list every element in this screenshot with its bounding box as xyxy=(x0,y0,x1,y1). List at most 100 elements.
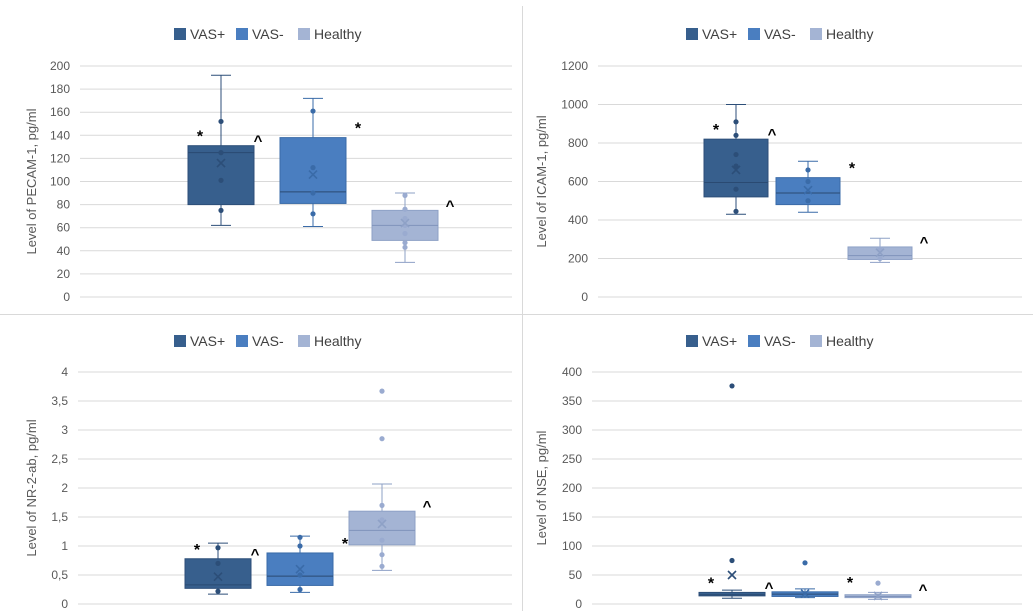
box-VAS+: * ^ xyxy=(703,104,777,215)
legend-label: VAS- xyxy=(764,333,796,349)
significance-annotation: ^ xyxy=(768,126,777,143)
chart-panel-3: 0 0,5 1 1,5 2 2,5 3 3,5 4 Level of NR-2-ab, pg/ml… xyxy=(24,333,512,611)
y-tick-label: 0 xyxy=(575,597,582,611)
mean-marker xyxy=(800,588,810,599)
mean-marker xyxy=(400,218,410,228)
y-axis-label: Level of ICAM-1, pg/ml xyxy=(534,115,549,247)
y-tick-label: 2 xyxy=(61,481,68,495)
legend-swatch xyxy=(298,335,310,347)
y-tick-label: 400 xyxy=(568,213,588,227)
y-tick-label: 1000 xyxy=(561,98,588,112)
data-point xyxy=(379,537,385,543)
y-tick-label: 3,5 xyxy=(51,394,68,408)
data-point xyxy=(875,580,881,586)
data-point xyxy=(402,206,408,212)
y-tick-label: 0,5 xyxy=(51,568,68,582)
data-point xyxy=(805,178,811,185)
significance-annotation: ^ xyxy=(446,197,455,214)
data-point xyxy=(218,207,224,213)
significance-annotation: ^ xyxy=(251,546,260,563)
y-tick-label: 1200 xyxy=(561,59,588,73)
significance-annotation: ^ xyxy=(920,234,929,251)
data-point xyxy=(729,557,735,564)
mean-marker xyxy=(873,591,883,601)
horizontal-divider xyxy=(0,314,1033,315)
data-point xyxy=(310,165,316,171)
significance-annotation: * xyxy=(355,121,362,138)
data-point xyxy=(215,588,221,594)
data-point xyxy=(310,108,316,114)
data-point xyxy=(379,502,385,508)
y-axis-label: Level of PECAM-1, pg/ml xyxy=(24,108,39,254)
legend-label: Healthy xyxy=(826,333,873,349)
y-tick-label: 60 xyxy=(57,221,71,235)
y-tick-label: 1,5 xyxy=(51,510,68,524)
data-point xyxy=(733,163,739,169)
mean-marker xyxy=(731,165,741,175)
significance-annotation: * xyxy=(194,542,201,559)
significance-annotation: * xyxy=(708,575,715,592)
y-tick-label: 600 xyxy=(568,175,588,189)
legend-swatch xyxy=(236,335,248,347)
data-point xyxy=(805,198,811,204)
box-Healthy: ^ xyxy=(371,192,455,263)
y-tick-label: 350 xyxy=(562,394,582,408)
box-VAS-: * xyxy=(775,161,856,213)
data-point xyxy=(402,244,408,250)
data-point xyxy=(310,211,316,217)
y-tick-label: 250 xyxy=(562,452,582,466)
y-tick-label: 4 xyxy=(61,365,68,379)
chart-panel-1: 0 20 40 60 80 100 120 140 160 180 200 Level of PECA… xyxy=(24,26,512,304)
y-tick-label: 3 xyxy=(61,423,68,437)
legend-swatch xyxy=(748,335,760,347)
box-Healthy: ^ xyxy=(348,388,432,571)
y-tick-label: 120 xyxy=(50,151,70,165)
significance-annotation: * xyxy=(713,122,720,139)
y-tick-label: 200 xyxy=(50,59,70,73)
data-point xyxy=(379,563,385,569)
y-tick-label: 1 xyxy=(61,539,68,553)
data-point xyxy=(877,255,883,262)
y-tick-label: 2,5 xyxy=(51,452,68,466)
y-tick-label: 800 xyxy=(568,136,588,150)
significance-annotation: ^ xyxy=(423,498,432,515)
legend-swatch xyxy=(810,28,822,40)
box-body xyxy=(187,145,255,206)
data-point xyxy=(297,572,303,578)
chart-panel-4: 0 50 100 150 200 250 300 350 400 Level of NSE, pg… xyxy=(534,333,1022,611)
legend-swatch xyxy=(174,28,186,40)
data-point xyxy=(297,543,303,549)
data-point xyxy=(402,230,408,237)
legend-label: VAS+ xyxy=(190,26,225,42)
legend-swatch xyxy=(174,335,186,347)
data-point xyxy=(379,388,385,394)
data-point xyxy=(218,150,224,156)
data-point xyxy=(733,186,739,192)
legend-swatch xyxy=(810,335,822,347)
data-point xyxy=(733,151,739,158)
y-tick-label: 400 xyxy=(562,365,582,379)
legend-label: VAS- xyxy=(252,333,284,349)
data-point xyxy=(215,560,221,567)
data-point xyxy=(218,118,224,125)
y-tick-label: 40 xyxy=(57,244,71,258)
data-point xyxy=(215,545,221,551)
data-point xyxy=(379,436,385,442)
legend-swatch xyxy=(236,28,248,40)
data-point xyxy=(218,177,224,183)
legend-swatch xyxy=(298,28,310,40)
significance-annotation: ^ xyxy=(765,579,774,596)
legend-label: VAS- xyxy=(252,26,284,42)
mean-marker xyxy=(727,570,737,580)
significance-annotation: ^ xyxy=(254,133,263,150)
legend-swatch xyxy=(686,335,698,347)
legend-label: VAS+ xyxy=(702,333,737,349)
y-tick-label: 300 xyxy=(562,423,582,437)
chart-panel-2: 0 200 400 600 800 1000 1200 Level of ICAM-1, pg… xyxy=(534,26,1022,304)
box-VAS+: * ^ xyxy=(698,383,774,599)
box-VAS-: * xyxy=(279,97,362,228)
y-tick-label: 200 xyxy=(568,252,588,266)
mean-marker xyxy=(377,519,387,529)
mean-marker xyxy=(875,248,885,258)
